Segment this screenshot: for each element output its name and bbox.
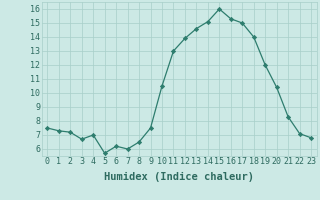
X-axis label: Humidex (Indice chaleur): Humidex (Indice chaleur) bbox=[104, 172, 254, 182]
